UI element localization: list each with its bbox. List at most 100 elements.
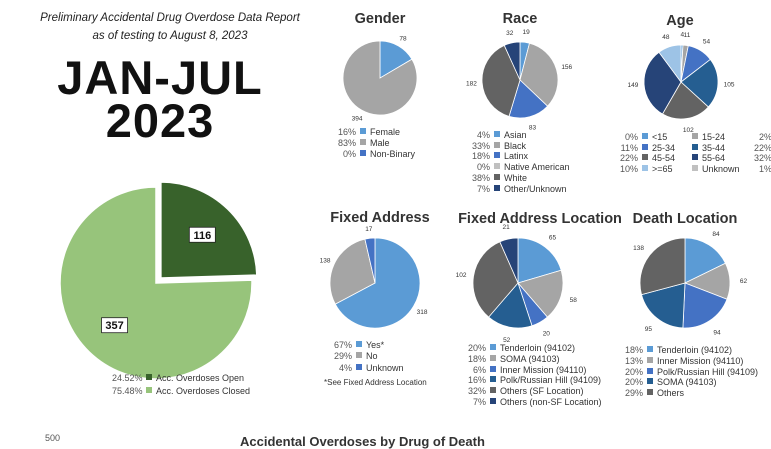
legend-swatch (490, 398, 496, 404)
legend-percent: 32% (753, 153, 771, 164)
fixed-address-location-value-tenderloin-94102: 65 (549, 234, 557, 241)
period-line-1: JAN-JUL (57, 51, 263, 104)
death-location-pie: 84 62 94 95 138 (633, 231, 747, 337)
age-value-15: 4 (680, 31, 684, 38)
legend-swatch (647, 356, 653, 363)
age-value-65: 48 (662, 34, 670, 41)
death-location-legend-item: 29% Others (623, 388, 684, 399)
age-value-25-34: 54 (703, 39, 711, 46)
race-value-other-unknown: 32 (506, 30, 514, 37)
legend-percent: 29% (333, 351, 352, 362)
legend-swatch (490, 387, 496, 394)
legend-swatch (490, 365, 496, 372)
death-location-value-tenderloin-94102: 84 (712, 231, 720, 238)
legend-label: Other/Unknown (504, 183, 567, 194)
main-value-acc-overdoses-closed: 357 (105, 320, 123, 332)
race-value-latinx: 83 (529, 125, 537, 132)
legend-label: >=65 (652, 164, 673, 175)
legend-percent: 20% (624, 377, 643, 388)
legend-swatch (692, 133, 698, 139)
legend-label: Acc. Overdoses Closed (156, 386, 251, 396)
fixed-address-pie: 318 138 17 (320, 226, 428, 329)
death-location-value-polk-russian-hill-94109: 94 (713, 330, 721, 337)
legend-swatch (490, 354, 496, 361)
legend-label: Tenderloin (94102) (500, 343, 576, 353)
race-slice-black (519, 42, 559, 107)
legend-swatch (692, 165, 698, 172)
fixed-address-location-value-others-sf-location: 102 (456, 272, 467, 279)
fixed-address-slice-no (329, 238, 376, 305)
legend-swatch (356, 363, 362, 370)
age-slice-35-44 (680, 58, 719, 108)
age-value-55-64: 149 (628, 82, 639, 89)
fixed-address-title: Fixed Address (330, 210, 430, 226)
legend-percent: 18% (467, 353, 486, 364)
legend-label: 35-44 (702, 142, 726, 153)
legend-swatch (494, 131, 500, 137)
age-slice-45-54 (661, 81, 709, 120)
fixed-address-location-value-inner-mission-94110: 20 (543, 331, 551, 338)
legend-percent: 0% (476, 162, 490, 173)
legend-swatch (146, 387, 152, 393)
data-label-box (188, 226, 216, 243)
fixed-address-location-legend-item: 32% Others (SF Location) (462, 386, 584, 397)
age-legend-item: 11% 25-34 (618, 143, 675, 154)
legend-label: Non-Binary (370, 149, 416, 159)
fixed-address-location-slice-others-sf-location (472, 241, 519, 318)
legend-label: Unknown (702, 164, 740, 175)
legend-label: Male (370, 138, 390, 148)
age-value-45-54: 102 (683, 127, 694, 134)
legend-label: 55-64 (702, 153, 726, 164)
legend-percent: 7% (472, 397, 486, 407)
legend-label: Native American (504, 162, 570, 173)
legend-swatch (692, 154, 698, 161)
age-legend-item: 55-64 32% (688, 153, 771, 164)
legend-swatch (490, 376, 496, 383)
legend-label: Others (non-SF Location) (500, 397, 602, 407)
race-slice-latinx (508, 79, 549, 119)
race-value-asian: 19 (523, 29, 531, 36)
legend-percent: 4% (476, 130, 490, 140)
data-label-box (101, 317, 128, 334)
legend-percent: 32% (467, 386, 486, 397)
legend-percent: 10% (619, 164, 638, 175)
legend-percent: 29% (624, 388, 643, 399)
legend-label: Female (370, 127, 401, 137)
legend-percent: 38% (471, 172, 490, 183)
death-location-legend-item: 20% SOMA (94103) (623, 377, 717, 388)
race-slice-white (481, 44, 521, 117)
legend-percent: 18% (471, 151, 490, 162)
death-location-slice-others (639, 237, 686, 296)
death-location-legend-item: 13% Inner Mission (94110) (623, 356, 743, 367)
race-value-white: 182 (466, 81, 477, 88)
gender-pie: 78 394 (342, 35, 418, 123)
legend-percent: 13% (624, 355, 643, 366)
legend-percent: 0% (624, 132, 638, 142)
fixed-address-location-value-soma-94103: 58 (570, 297, 578, 304)
age-pie: 4 11 54 105 102 149 48 (628, 31, 735, 134)
race-slice-other-unknown (503, 41, 521, 81)
age-value-15-24: 11 (684, 32, 691, 39)
race-legend-item: 0% Native American (470, 162, 570, 173)
report-title: Preliminary Accidental Drug Overdose Dat… (40, 12, 300, 24)
legend-swatch (494, 184, 500, 191)
legend-label: No (366, 351, 378, 362)
legend-percent: 16% (337, 127, 356, 137)
main-legend-item: 75.48% Acc. Overdoses Closed (112, 386, 250, 397)
age-legend-item: 15-24 2% (688, 132, 771, 143)
legend-percent: 1% (758, 164, 771, 175)
fixed-address-location-legend-item: 20% Tenderloin (94102) (462, 343, 575, 354)
race-legend-item: 18% Latinx (470, 151, 528, 162)
legend-swatch (647, 346, 653, 352)
fixed-address-value-unknown: 17 (365, 226, 373, 233)
fixed-address-slice-yes (334, 237, 421, 329)
legend-swatch (647, 367, 653, 374)
legend-label: Yes* (366, 340, 385, 350)
gender-slice-male (342, 40, 418, 116)
race-legend-item: 38% White (470, 173, 527, 184)
fixed-address-location-legend-item: 6% Inner Mission (94110) (462, 365, 586, 376)
legend-swatch (642, 133, 648, 139)
legend-label: Inner Mission (94110) (500, 364, 587, 375)
legend-label: <15 (652, 132, 668, 142)
race-title: Race (502, 11, 538, 27)
